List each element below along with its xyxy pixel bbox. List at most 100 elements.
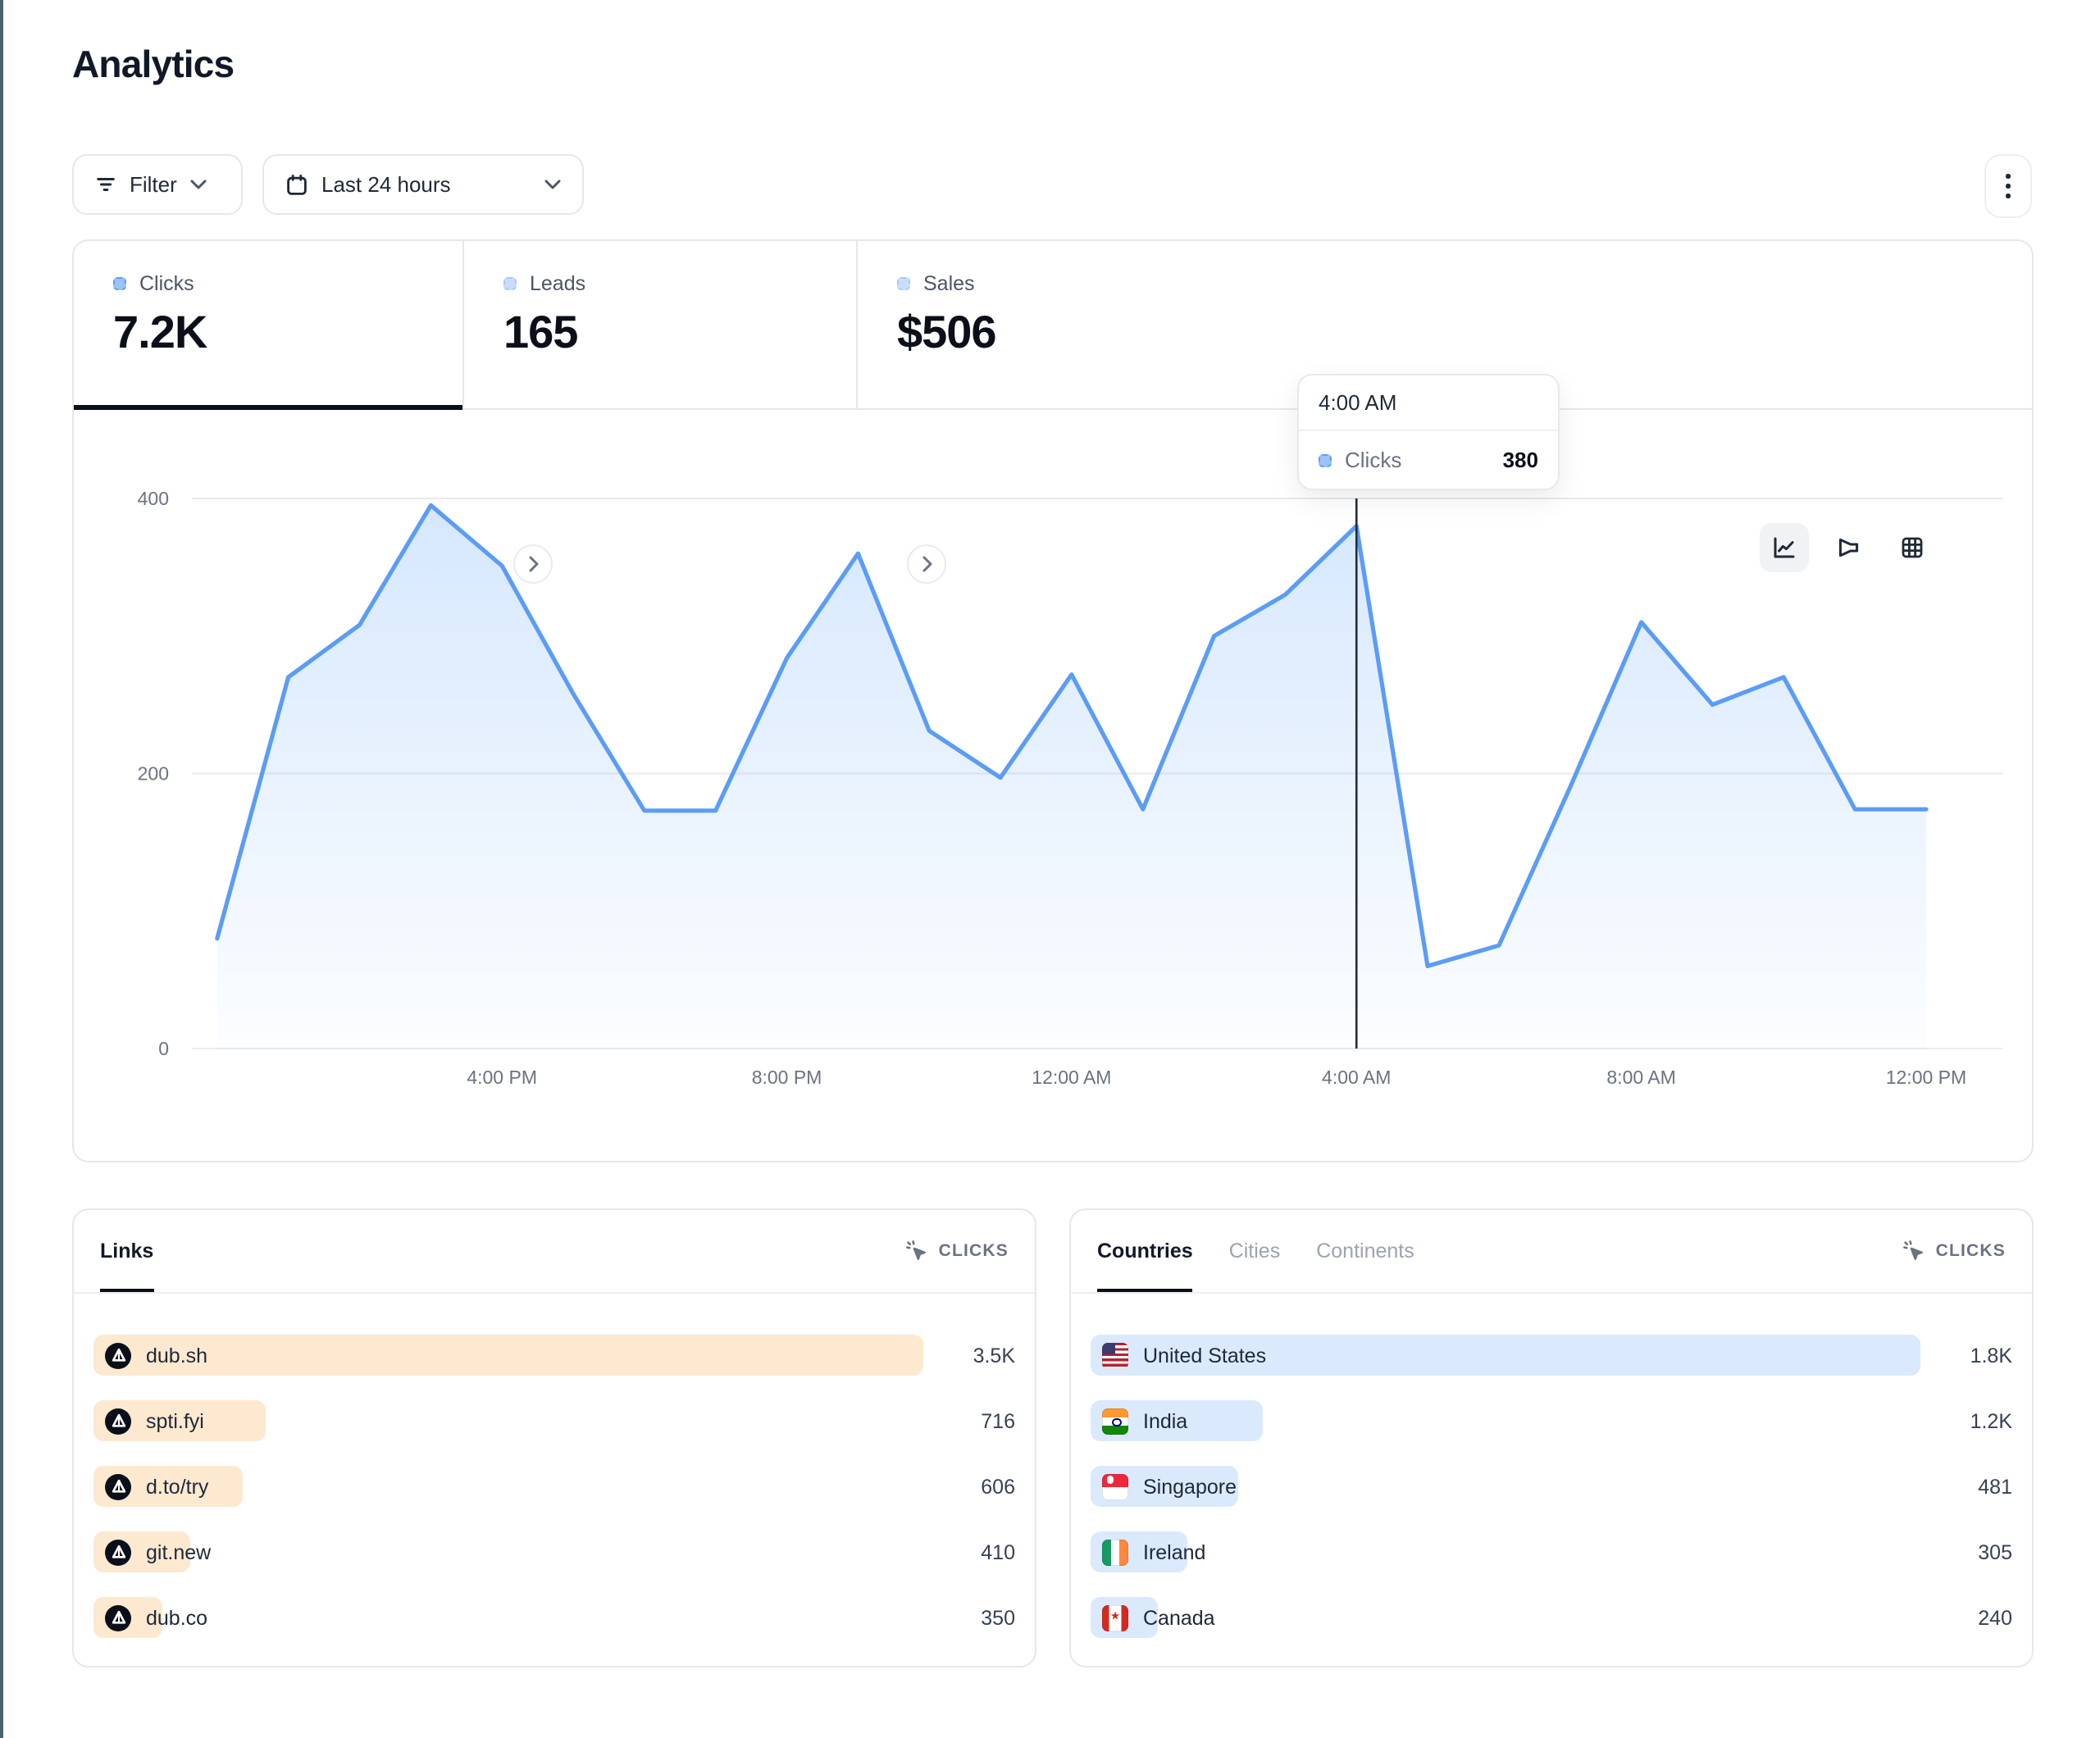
- stat-value: 7.2K: [113, 307, 207, 357]
- line-chart-view-button[interactable]: [1760, 523, 1809, 572]
- kebab-menu-icon: [2006, 174, 2011, 179]
- row-value: 240: [1978, 1606, 2012, 1629]
- us-flag-icon: [1102, 1342, 1128, 1368]
- y-axis-tick: 0: [158, 1038, 169, 1059]
- list-item[interactable]: Singapore 481: [1091, 1466, 2012, 1507]
- list-item[interactable]: United States 1.8K: [1091, 1335, 2012, 1376]
- table-grid-icon: [1902, 537, 1923, 558]
- stat-value: 165: [503, 307, 578, 357]
- chevron-right-icon: [922, 556, 932, 572]
- row-label: spti.fyi: [146, 1409, 204, 1432]
- continents-tab-label: Continents: [1316, 1240, 1414, 1263]
- tooltip-series-label: Clicks: [1345, 448, 1402, 472]
- row-value: 3.5K: [973, 1344, 1015, 1367]
- row-value: 305: [1978, 1540, 2012, 1563]
- value-bar: [1091, 1335, 1920, 1376]
- clicks-metric-header[interactable]: CLICKS: [906, 1240, 1009, 1263]
- clicks-chip-icon: [1319, 453, 1332, 466]
- row-label: Canada: [1143, 1606, 1215, 1629]
- clicks-chip-icon: [113, 277, 126, 290]
- tab-clicks[interactable]: Clicks 7.2K: [74, 241, 464, 410]
- link-favicon: [105, 1408, 131, 1434]
- sg-flag-icon: [1102, 1473, 1128, 1499]
- row-label: Singapore: [1143, 1475, 1237, 1498]
- tab-cities[interactable]: Cities: [1229, 1210, 1281, 1292]
- metric-label: CLICKS: [1935, 1241, 2006, 1261]
- expand-stat-button[interactable]: [907, 544, 946, 584]
- table-view-button[interactable]: [1888, 523, 1937, 572]
- leads-chip-icon: [503, 277, 517, 290]
- link-favicon: [105, 1473, 131, 1499]
- list-item[interactable]: Ireland 305: [1091, 1531, 2012, 1572]
- list-item[interactable]: spti.fyi 716: [93, 1400, 1015, 1441]
- value-bar: [93, 1335, 923, 1376]
- sales-chip-icon: [897, 277, 910, 290]
- row-label: dub.sh: [146, 1344, 208, 1367]
- countries-tab-label: Countries: [1097, 1240, 1193, 1263]
- clicks-metric-header[interactable]: CLICKS: [1903, 1240, 2006, 1263]
- row-value: 481: [1978, 1475, 2012, 1498]
- ca-flag-icon: [1102, 1604, 1128, 1631]
- row-value: 350: [981, 1606, 1015, 1629]
- row-value: 606: [981, 1475, 1015, 1498]
- links-tab-label: Links: [100, 1240, 154, 1263]
- stat-value: $506: [897, 307, 997, 357]
- date-range-label: Last 24 hours: [321, 172, 451, 197]
- y-axis-tick: 200: [138, 763, 169, 785]
- tab-sales[interactable]: Sales $506: [858, 241, 1268, 408]
- chevron-right-icon: [528, 556, 538, 572]
- in-flag-icon: [1102, 1408, 1128, 1434]
- tooltip-time: 4:00 AM: [1299, 375, 1558, 431]
- row-label: Ireland: [1143, 1540, 1206, 1563]
- date-range-button[interactable]: Last 24 hours: [262, 154, 584, 215]
- expand-stat-button[interactable]: [513, 544, 553, 584]
- ie-flag-icon: [1102, 1539, 1128, 1565]
- funnel-view-button[interactable]: [1824, 523, 1873, 572]
- x-axis-tick: 12:00 AM: [1032, 1067, 1111, 1088]
- clicks-area-chart[interactable]: 400 200 0 4:00 PM 8:00 PM 12:00 AM 4:00 AM 8:00…: [74, 410, 2032, 1162]
- links-panel: Links CLICKS dub.sh 3.5K spti.fyi 716 d.to/t…: [72, 1208, 1036, 1667]
- list-item[interactable]: India 1.2K: [1091, 1400, 2012, 1441]
- x-axis-tick: 12:00 PM: [1886, 1067, 1966, 1088]
- x-axis-tick: 8:00 AM: [1606, 1067, 1675, 1088]
- cursor-click-icon: [906, 1240, 927, 1260]
- list-item[interactable]: dub.co 350: [93, 1597, 1015, 1638]
- metric-label: CLICKS: [938, 1241, 1009, 1261]
- row-label: dub.co: [146, 1606, 208, 1629]
- funnel-chart-icon: [1838, 538, 1859, 557]
- x-axis-tick: 8:00 PM: [752, 1067, 822, 1088]
- link-favicon: [105, 1604, 131, 1631]
- chart-tooltip: 4:00 AM Clicks 380: [1297, 374, 1560, 490]
- tab-links[interactable]: Links: [100, 1210, 153, 1292]
- tooltip-value: 380: [1502, 448, 1538, 472]
- filter-icon: [95, 174, 116, 195]
- link-favicon: [105, 1539, 131, 1565]
- list-item[interactable]: Canada 240: [1091, 1597, 2012, 1638]
- more-options-button[interactable]: [1984, 154, 2032, 218]
- list-item[interactable]: dub.sh 3.5K: [93, 1335, 1015, 1376]
- list-item[interactable]: git.new 410: [93, 1531, 1015, 1572]
- chart-view-switcher: [1760, 523, 1937, 572]
- row-value: 1.2K: [1970, 1409, 2012, 1432]
- x-axis-tick: 4:00 AM: [1322, 1067, 1391, 1088]
- tab-continents[interactable]: Continents: [1316, 1210, 1414, 1292]
- x-axis-tick: 4:00 PM: [467, 1067, 537, 1088]
- row-label: git.new: [146, 1540, 212, 1563]
- filter-button[interactable]: Filter: [72, 154, 243, 215]
- line-chart-icon: [1774, 537, 1795, 558]
- analytics-card: Clicks 7.2K Leads 165 Sales $506: [72, 239, 2034, 1162]
- tab-countries[interactable]: Countries: [1097, 1210, 1194, 1292]
- tab-leads[interactable]: Leads 165: [464, 241, 858, 408]
- stat-label: Leads: [530, 272, 586, 295]
- cities-tab-label: Cities: [1228, 1240, 1281, 1263]
- list-item[interactable]: d.to/try 606: [93, 1466, 1015, 1507]
- link-favicon: [105, 1342, 131, 1368]
- chevron-down-icon: [544, 179, 561, 190]
- page-title: Analytics: [72, 43, 235, 85]
- row-label: United States: [1143, 1344, 1267, 1367]
- stat-label: Sales: [923, 272, 975, 295]
- stats-tab-row: Clicks 7.2K Leads 165 Sales $506: [74, 241, 2032, 410]
- row-value: 716: [981, 1409, 1015, 1432]
- filter-button-label: Filter: [130, 172, 177, 197]
